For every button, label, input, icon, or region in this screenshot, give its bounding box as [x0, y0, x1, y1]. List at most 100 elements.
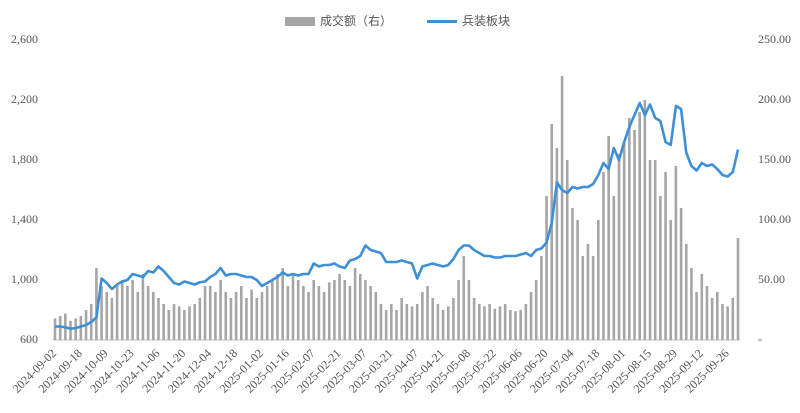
bar [679, 208, 683, 340]
bar [540, 256, 543, 340]
bar [224, 292, 228, 340]
legend: 成交额（右） 兵装板块 [285, 13, 510, 28]
bar [565, 160, 569, 340]
bar [721, 304, 724, 340]
bar [296, 280, 300, 340]
legend-label: 兵装板块 [462, 14, 510, 28]
bar [265, 286, 269, 340]
bar [188, 306, 191, 340]
bar [643, 100, 647, 340]
bar [488, 304, 491, 340]
bar [198, 298, 202, 340]
bar [710, 298, 714, 340]
bar [684, 244, 688, 340]
y2-tick-label: 250.00 [758, 32, 791, 46]
bar [617, 154, 621, 340]
y2-tick-label: 200.00 [758, 92, 791, 106]
bar [281, 268, 284, 340]
bar [736, 238, 740, 340]
bar [276, 274, 279, 340]
bar [591, 256, 595, 340]
bar [115, 286, 119, 340]
bar [669, 220, 673, 340]
bar [581, 256, 585, 340]
bar [214, 292, 217, 340]
bar [705, 286, 709, 340]
bar [307, 292, 310, 340]
bar [110, 298, 114, 340]
bar [452, 298, 455, 340]
bar [193, 304, 197, 340]
bar [509, 310, 512, 340]
bar [291, 274, 295, 340]
bar [431, 298, 435, 340]
bar [622, 142, 626, 340]
bar [69, 320, 72, 340]
bar [519, 310, 522, 340]
bar [421, 292, 424, 340]
bar [628, 118, 631, 340]
bar [369, 286, 372, 340]
bar [105, 292, 109, 340]
bar [638, 112, 641, 340]
bar [483, 306, 486, 340]
bar [120, 280, 124, 340]
bar [338, 274, 341, 340]
bar [136, 292, 140, 340]
bar [633, 130, 636, 340]
legend-swatch [285, 17, 315, 26]
bar [255, 298, 259, 340]
bar [695, 292, 698, 340]
y2-tick-label: 50.00 [758, 272, 785, 286]
bar [664, 172, 667, 340]
bar [503, 304, 507, 340]
bar [358, 274, 362, 340]
bar [146, 286, 150, 340]
bar [374, 292, 378, 340]
y-tick-label: 1,800 [11, 152, 38, 166]
bar [203, 286, 207, 340]
bar [141, 274, 145, 340]
bar [462, 256, 466, 340]
y2-tick-label: 150.00 [758, 152, 791, 166]
bar [550, 124, 554, 340]
bar [317, 286, 321, 340]
bar [157, 298, 160, 340]
bar [514, 311, 517, 340]
bar [493, 308, 497, 340]
bar [472, 298, 476, 340]
bar [95, 268, 98, 340]
bar [384, 310, 388, 340]
bar [529, 292, 533, 340]
bar [426, 286, 429, 340]
bar [172, 304, 176, 340]
bar [560, 76, 564, 340]
bar [524, 304, 528, 340]
bar [53, 318, 57, 340]
bar [333, 280, 336, 340]
bar [690, 268, 693, 340]
bar [607, 136, 610, 340]
bar [131, 280, 134, 340]
bar [348, 286, 352, 340]
bar [390, 304, 393, 340]
bar [208, 286, 212, 340]
bar [353, 268, 357, 340]
y-tick-label: 1,000 [11, 272, 38, 286]
bar [260, 292, 264, 340]
bar [596, 220, 600, 340]
bar [79, 316, 83, 340]
bar [100, 286, 103, 340]
bar [167, 310, 171, 340]
bar [126, 286, 129, 340]
bar [302, 286, 305, 340]
bar [545, 196, 548, 340]
bar [467, 280, 471, 340]
bar [245, 298, 248, 340]
bar [312, 280, 316, 340]
legend-label: 成交额（右） [320, 13, 392, 28]
bar [400, 298, 403, 340]
bar [659, 196, 662, 340]
bar [364, 280, 367, 340]
y-tick-label: 2,600 [11, 32, 38, 46]
